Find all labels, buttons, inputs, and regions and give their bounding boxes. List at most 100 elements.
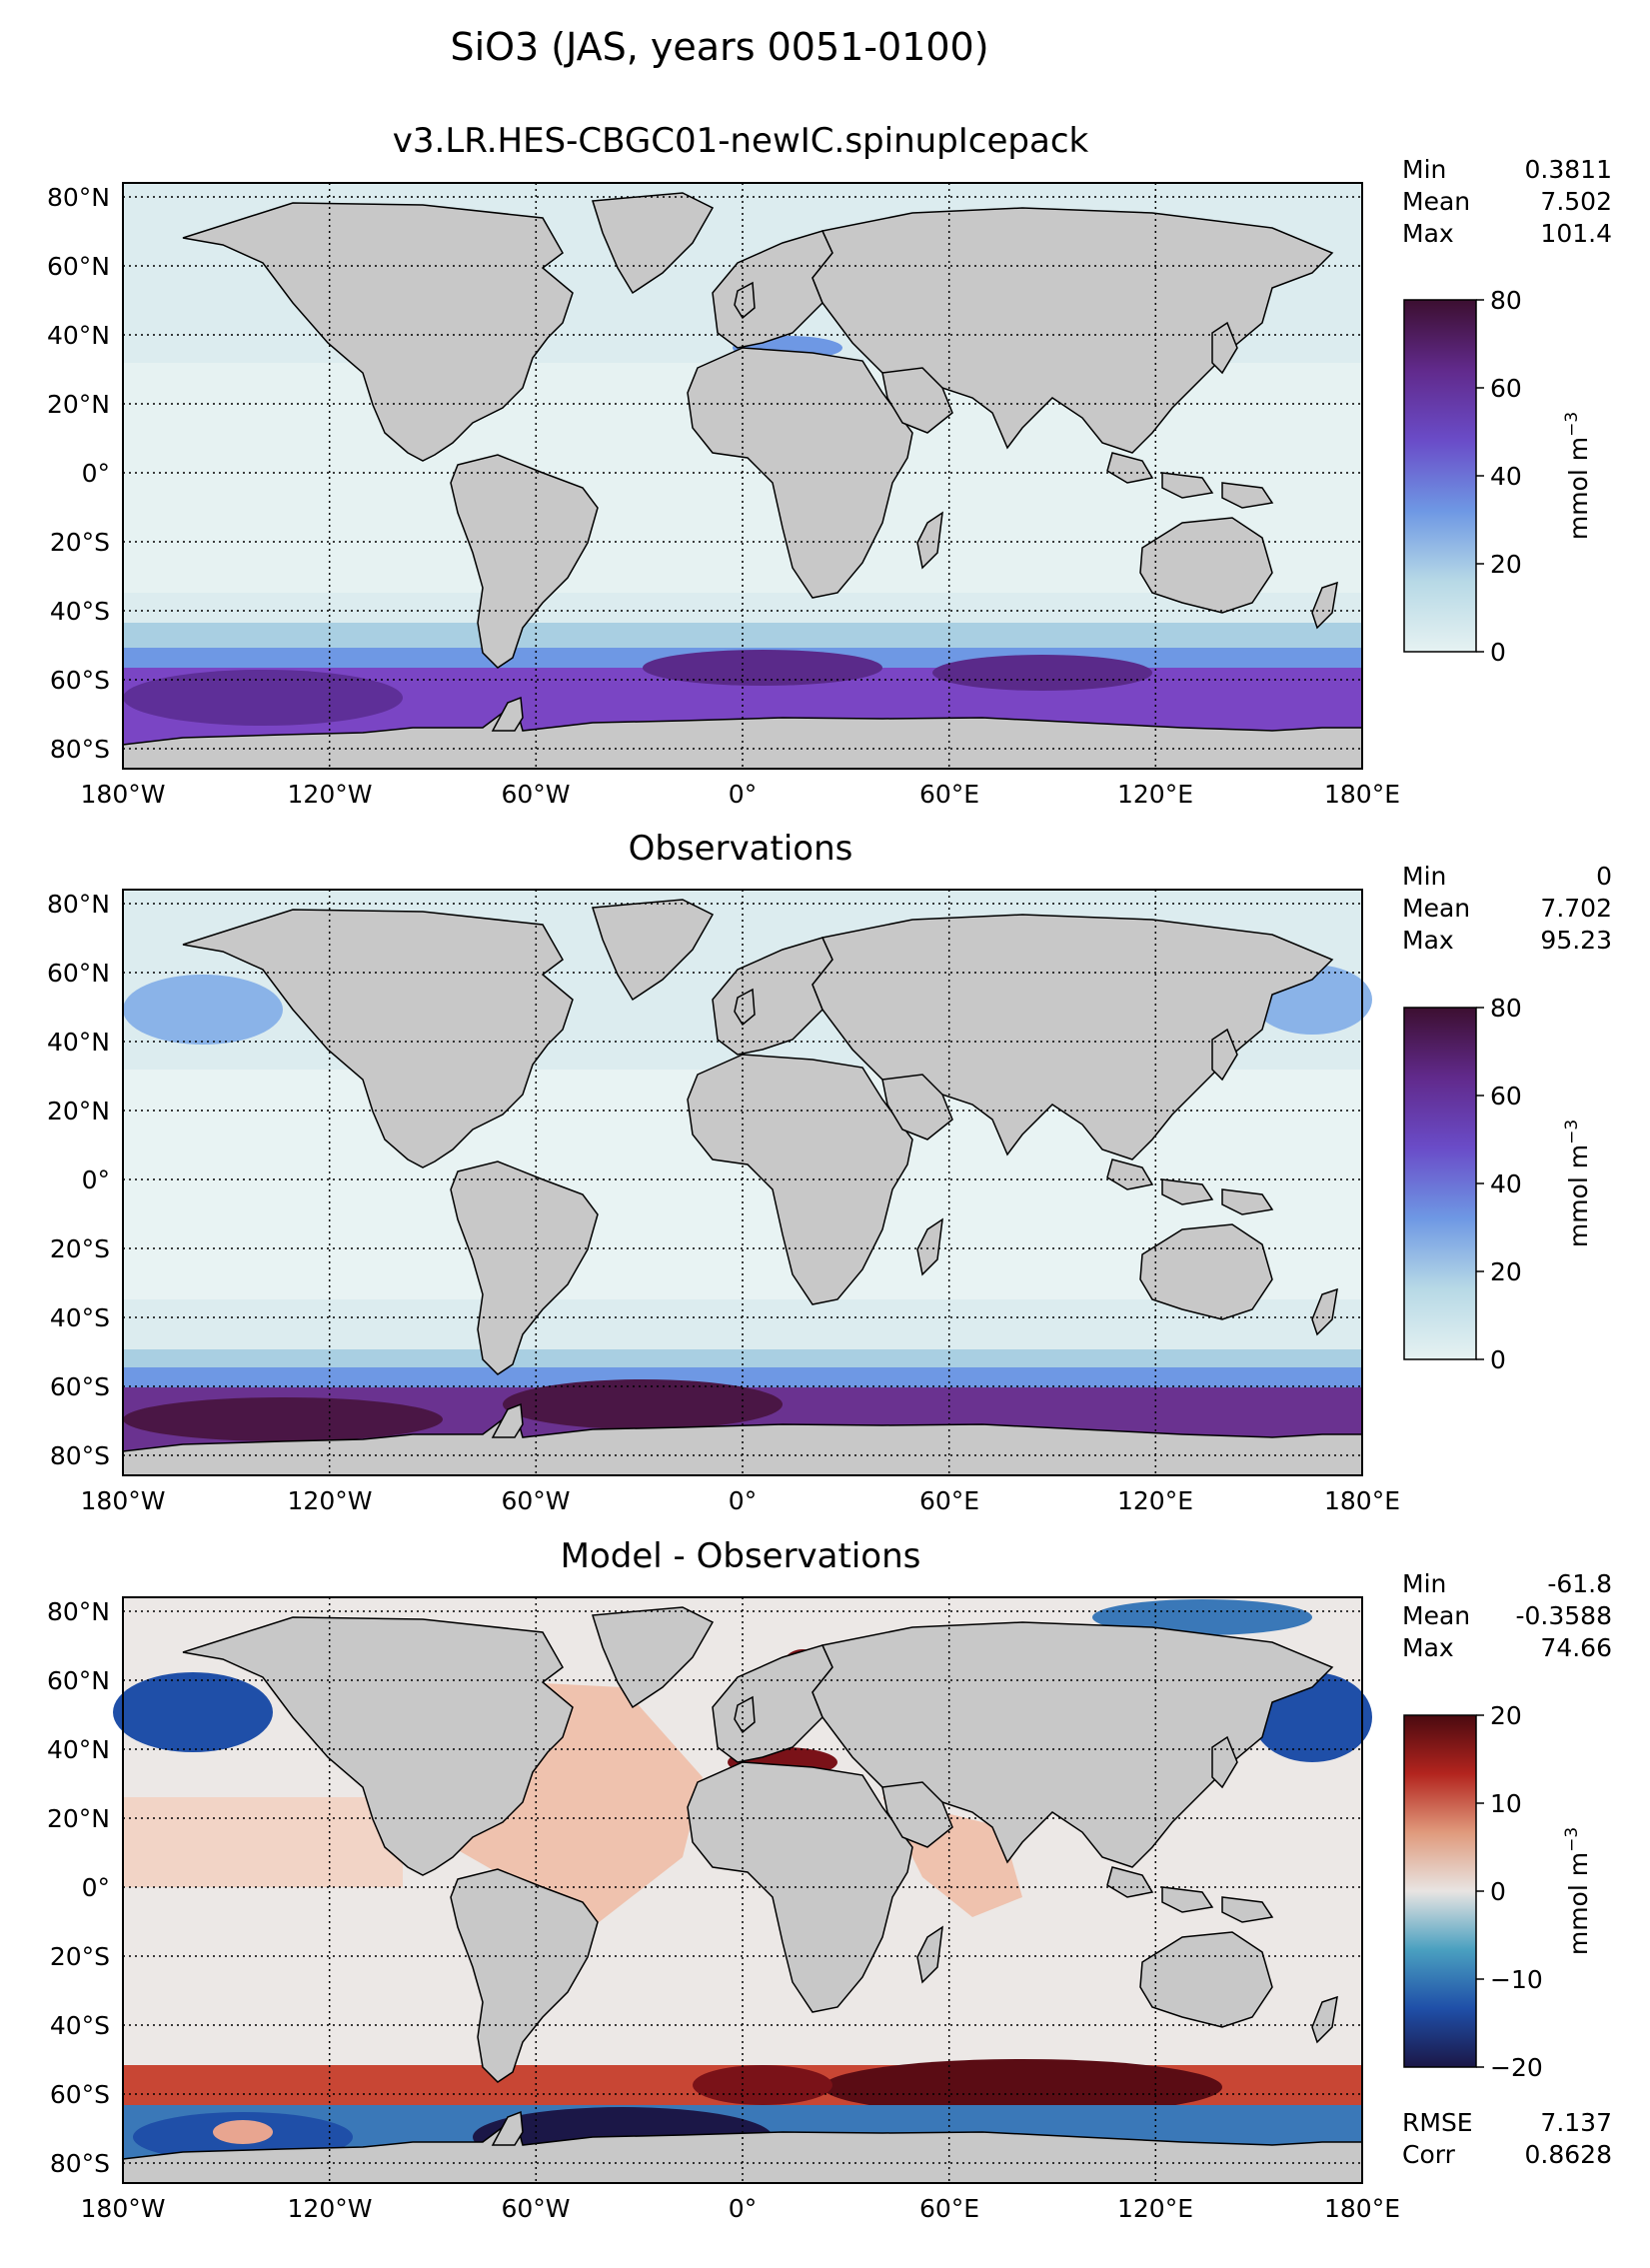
lat-tick-label: 80°S xyxy=(50,735,110,764)
lon-tick-label: 120°E xyxy=(1117,780,1193,809)
southern-ocean-peak xyxy=(932,655,1152,691)
lon-tick-label: 60°W xyxy=(501,2194,570,2223)
stats-box: Min 0 Mean 7.702 Max 95.23 xyxy=(1402,862,1612,955)
colorbar-unit-label: mmol m−3 xyxy=(1562,412,1593,540)
lat-tick-label: 0° xyxy=(82,459,110,488)
stat-label: Max xyxy=(1402,1633,1454,1662)
lat-tick-label: 40°S xyxy=(50,1303,110,1332)
stat-label: Max xyxy=(1402,926,1454,955)
colorbar-tick-label: 40 xyxy=(1490,1169,1522,1198)
lat-tick-label: 40°N xyxy=(47,321,110,350)
colorbar-gradient xyxy=(1403,299,1477,653)
colorbar-tick-label: 0 xyxy=(1490,638,1506,667)
lon-tick-label: 120°W xyxy=(288,780,373,809)
map-frame xyxy=(122,1596,1363,2184)
lon-tick-labels: 180°W 120°W 60°W 0° 60°E 120°E 180°E xyxy=(81,1486,1400,1515)
colorbar-tick-label: −10 xyxy=(1490,1965,1543,1994)
lat-tick-label: 20°N xyxy=(47,1804,110,1833)
stat-label: Min xyxy=(1402,155,1446,184)
colorbar-unit-label: mmol m−3 xyxy=(1562,1120,1593,1247)
gridlines xyxy=(123,890,1362,1475)
lon-tick-label: 180°E xyxy=(1324,780,1400,809)
stat-label: Min xyxy=(1402,862,1446,891)
lon-tick-label: 180°W xyxy=(81,2194,166,2223)
stats-box: Min -61.8 Mean -0.3588 Max 74.66 xyxy=(1402,1569,1612,1662)
stat-label: Mean xyxy=(1402,187,1470,216)
southern-ocean-mid xyxy=(123,1367,1362,1389)
lat-tick-label: 80°N xyxy=(47,1597,110,1626)
colorbar-gradient xyxy=(1403,1007,1477,1360)
lon-tick-label: 120°E xyxy=(1117,2194,1193,2223)
lat-tick-label: 40°S xyxy=(50,597,110,626)
lon-tick-label: 120°W xyxy=(288,2194,373,2223)
stat-label: RMSE xyxy=(1402,2108,1473,2137)
lon-tick-label: 60°E xyxy=(919,780,979,809)
lat-tick-labels: 80°N 60°N 40°N 20°N 0° 20°S 40°S 60°S 80… xyxy=(47,183,110,764)
lon-tick-label: 60°W xyxy=(501,780,570,809)
stat-value: 95.23 xyxy=(1540,926,1612,955)
stat-value: 0.8628 xyxy=(1525,2140,1612,2169)
lat-tick-label: 80°S xyxy=(50,1441,110,1470)
stat-value: 74.66 xyxy=(1540,1633,1612,1662)
lat-tick-label: 60°N xyxy=(47,959,110,988)
southern-ocean-peak xyxy=(643,650,882,686)
arctic-negative-anomaly xyxy=(1092,1599,1312,1635)
panel-difference: Model - Observations xyxy=(47,1536,1612,2223)
lat-tick-labels: 80°N 60°N 40°N 20°N 0° 20°S 40°S 60°S 80… xyxy=(47,890,110,1470)
southern-ocean-positive-peak xyxy=(823,2059,1222,2115)
colorbar-tick-label: 60 xyxy=(1490,1082,1522,1111)
lat-tick-label: 60°N xyxy=(47,252,110,281)
lon-tick-label: 0° xyxy=(729,1486,757,1515)
lat-tick-label: 80°S xyxy=(50,2149,110,2178)
colorbar: 20 10 0 −10 −20 mmol m−3 xyxy=(1403,1701,1593,2082)
stat-value: 7.502 xyxy=(1540,187,1612,216)
colorbar-tick-label: 60 xyxy=(1490,374,1522,403)
panel-title: Model - Observations xyxy=(561,1536,921,1576)
colorbar-tick-label: 10 xyxy=(1490,1789,1522,1818)
lon-tick-labels: 180°W 120°W 60°W 0° 60°E 120°E 180°E xyxy=(81,2194,1400,2223)
stat-value: 7.702 xyxy=(1540,894,1612,923)
lat-tick-label: 0° xyxy=(82,1873,110,1902)
stat-value: 101.4 xyxy=(1540,219,1612,248)
panel-title: v3.LR.HES-CBGC01-newIC.spinupIcepack xyxy=(393,121,1089,161)
colorbar-tick-label: 20 xyxy=(1490,1257,1522,1286)
stats-box: Min 0.3811 Mean 7.502 Max 101.4 xyxy=(1402,155,1612,248)
colorbar: 80 60 40 20 0 mmol m−3 xyxy=(1403,994,1593,1374)
lon-tick-label: 60°E xyxy=(919,2194,979,2223)
lat-tick-label: 20°S xyxy=(50,528,110,557)
lat-tick-label: 60°N xyxy=(47,1666,110,1695)
southern-ocean-peak xyxy=(503,1379,783,1429)
stat-value: 0 xyxy=(1596,862,1612,891)
lon-tick-label: 0° xyxy=(729,2194,757,2223)
stat-value: 7.137 xyxy=(1540,2108,1612,2137)
lat-tick-label: 40°S xyxy=(50,2011,110,2040)
stat-label: Mean xyxy=(1402,1601,1470,1630)
lon-tick-label: 180°E xyxy=(1324,1486,1400,1515)
rmse-corr-box: RMSE 7.137 Corr 0.8628 xyxy=(1402,2108,1612,2169)
weddell-positive-anomaly xyxy=(213,2120,273,2144)
lon-tick-label: 120°W xyxy=(288,1486,373,1515)
lat-tick-label: 0° xyxy=(82,1165,110,1194)
colorbar-unit-label: mmol m−3 xyxy=(1562,1827,1593,1955)
lat-tick-label: 20°S xyxy=(50,1234,110,1263)
southern-ocean-peak xyxy=(123,1397,443,1441)
map-model xyxy=(122,182,1363,770)
lon-tick-labels: 180°W 120°W 60°W 0° 60°E 120°E 180°E xyxy=(81,780,1400,809)
lon-tick-label: 180°W xyxy=(81,1486,166,1515)
colorbar-tick-label: −20 xyxy=(1490,2053,1543,2082)
map-observations xyxy=(122,889,1372,1476)
southern-ocean-light xyxy=(123,1349,1362,1369)
stat-label: Max xyxy=(1402,219,1454,248)
panel-title: Observations xyxy=(629,829,853,869)
lon-tick-label: 180°E xyxy=(1324,2194,1400,2223)
colorbar-tick-label: 20 xyxy=(1490,550,1522,579)
panel-model: v3.LR.HES-CBGC01-newIC.spinupIcepack xyxy=(47,121,1612,809)
tropical-pacific-positive-anomaly xyxy=(123,1797,403,1887)
map-frame xyxy=(122,889,1363,1476)
lat-tick-label: 60°S xyxy=(50,666,110,695)
lon-tick-label: 180°W xyxy=(81,780,166,809)
colorbar-tick-label: 80 xyxy=(1490,286,1522,315)
lat-tick-label: 20°N xyxy=(47,1097,110,1126)
colorbar-tick-label: 0 xyxy=(1490,1877,1506,1906)
